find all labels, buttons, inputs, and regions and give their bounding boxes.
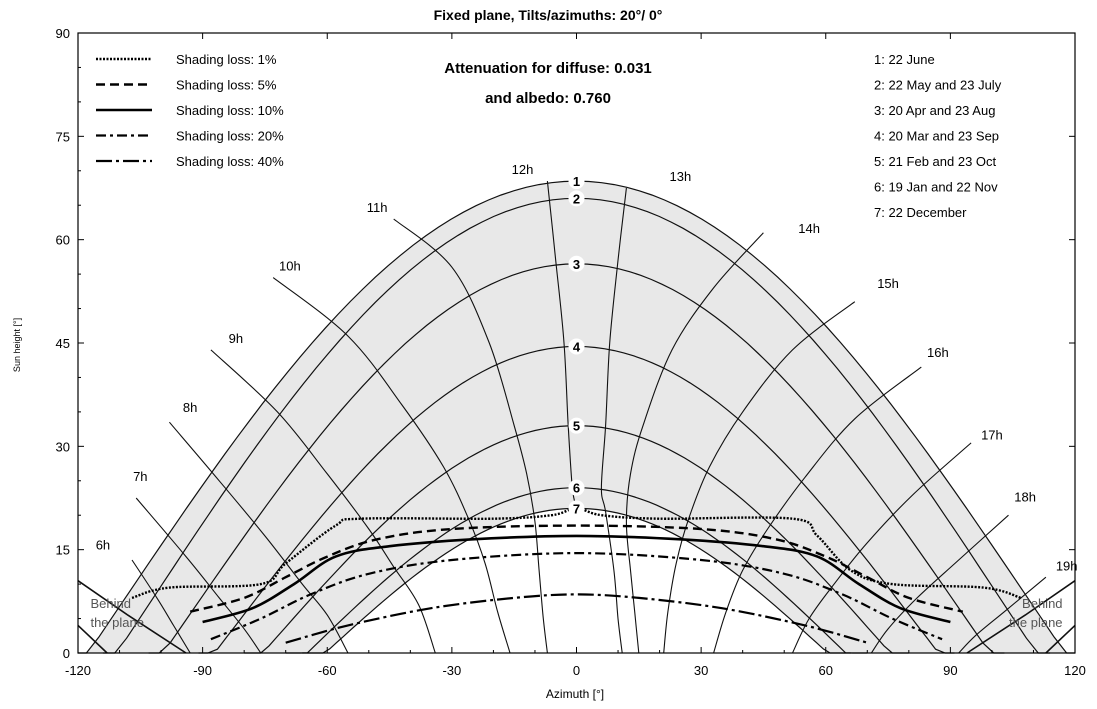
date-legend-entry: 1: 22 June	[874, 52, 935, 67]
hour-label: 6h	[96, 538, 110, 553]
behind-plane-label: the plane	[90, 615, 143, 630]
hour-label: 15h	[877, 276, 899, 291]
hour-label: 19h	[1056, 558, 1078, 573]
hour-label: 8h	[183, 400, 197, 415]
sun-path-number: 7	[573, 501, 580, 516]
behind-plane-line	[77, 580, 187, 654]
y-tick-label: 30	[56, 439, 70, 454]
shading-loss-line	[202, 534, 951, 624]
x-tick-label: -120	[65, 663, 91, 678]
y-tick-label: 45	[56, 336, 70, 351]
hour-line	[272, 277, 511, 654]
hour-label: 13h	[670, 169, 692, 184]
hour-label: 10h	[279, 259, 301, 274]
x-tick-label: 90	[943, 663, 957, 678]
y-tick-label: 60	[56, 233, 70, 248]
behind-plane-label: Behind	[1022, 596, 1062, 611]
hour-line	[393, 218, 548, 654]
hour-label: 9h	[229, 331, 243, 346]
legend-label: Shading loss: 40%	[176, 154, 284, 169]
shading-loss-line	[285, 593, 868, 644]
behind-plane-line	[966, 580, 1076, 654]
shading-loss-line	[189, 524, 964, 613]
sun-path-badge	[568, 190, 585, 207]
sun-path-number: 2	[573, 191, 580, 206]
hour-line	[958, 576, 1047, 654]
y-tick-label: 75	[56, 129, 70, 144]
legend-label: Shading loss: 20%	[176, 129, 284, 144]
sun-path-number: 4	[573, 339, 581, 354]
y-tick-label: 15	[56, 543, 70, 558]
hour-line	[792, 442, 972, 654]
hour-label: 12h	[512, 162, 534, 177]
hour-label: 16h	[927, 345, 949, 360]
hour-label: 14h	[798, 221, 820, 236]
albedo-annotation: and albedo: 0.760	[485, 90, 611, 107]
y-axis-label: Sun height [°]	[12, 318, 22, 372]
hour-label: 11h	[367, 200, 388, 215]
hour-line	[870, 514, 1009, 654]
sun-path-number: 1	[573, 174, 580, 189]
sun-path-badge	[568, 500, 585, 517]
legend-label: Shading loss: 1%	[176, 52, 277, 67]
date-legend-entry: 4: 20 Mar and 23 Sep	[874, 129, 999, 144]
x-axis-label: Azimuth [°]	[546, 687, 604, 701]
behind-plane-line	[77, 624, 108, 654]
y-tick-label: 0	[63, 646, 70, 661]
hour-line	[135, 497, 262, 654]
sun-path-number: 6	[573, 481, 580, 496]
chart-labels: 6h 7h 8h 9h 10h 11h 12h 13h 14h 15h 16h 17h 18h 19h 1 2…	[90, 162, 1077, 630]
sun-path-badge	[568, 479, 585, 496]
legends: Shading loss: 1% Shading loss: 5% Shading …	[96, 52, 1002, 220]
date-legend-entry: 2: 22 May and 23 July	[874, 78, 1002, 93]
behind-plane-line	[1045, 624, 1076, 654]
legend-label: Shading loss: 5%	[176, 78, 277, 93]
x-tick-label: -90	[193, 663, 212, 678]
shaded-sky-area	[78, 181, 1075, 653]
shading-loss-line	[131, 507, 1022, 600]
chart-title: Fixed plane, Tilts/azimuths: 20°/ 0°	[434, 7, 663, 23]
sun-path-badge	[568, 173, 585, 190]
sky-fill	[78, 181, 1075, 653]
x-tick-label: 0	[573, 663, 580, 678]
x-tick-label: 60	[819, 663, 833, 678]
x-tick-label: -30	[442, 663, 461, 678]
hour-line	[168, 421, 349, 654]
hour-line	[663, 301, 856, 654]
y-tick-label: 90	[56, 26, 70, 41]
hour-label: 18h	[1014, 489, 1036, 504]
date-legend-entry: 5: 21 Feb and 23 Oct	[874, 154, 997, 169]
shading-loss-line	[210, 551, 943, 641]
date-legend-entry: 6: 19 Jan and 22 Nov	[874, 180, 998, 195]
hour-line	[131, 559, 191, 654]
sun-path-badge	[568, 417, 585, 434]
behind-plane-label: the plane	[1009, 615, 1063, 630]
sun-path-number: 5	[573, 419, 580, 434]
sun-path-badge	[568, 338, 585, 355]
hour-label: 17h	[981, 427, 1003, 442]
sun-path-number: 3	[573, 257, 580, 272]
x-tick-label: -60	[318, 663, 337, 678]
date-legend-entry: 7: 22 December	[874, 205, 967, 220]
hour-line	[600, 187, 627, 654]
date-legend-entry: 3: 20 Apr and 23 Aug	[874, 103, 995, 118]
legend-label: Shading loss: 10%	[176, 103, 284, 118]
hour-line	[210, 349, 436, 654]
attenuation-annotation: Attenuation for diffuse: 0.031	[444, 60, 652, 77]
sun-path-badge	[568, 255, 585, 272]
hour-line	[713, 366, 922, 654]
x-tick-label: 30	[694, 663, 708, 678]
x-tick-label: 120	[1064, 663, 1086, 678]
hour-label: 7h	[133, 469, 147, 484]
behind-plane-label: Behind	[90, 596, 130, 611]
